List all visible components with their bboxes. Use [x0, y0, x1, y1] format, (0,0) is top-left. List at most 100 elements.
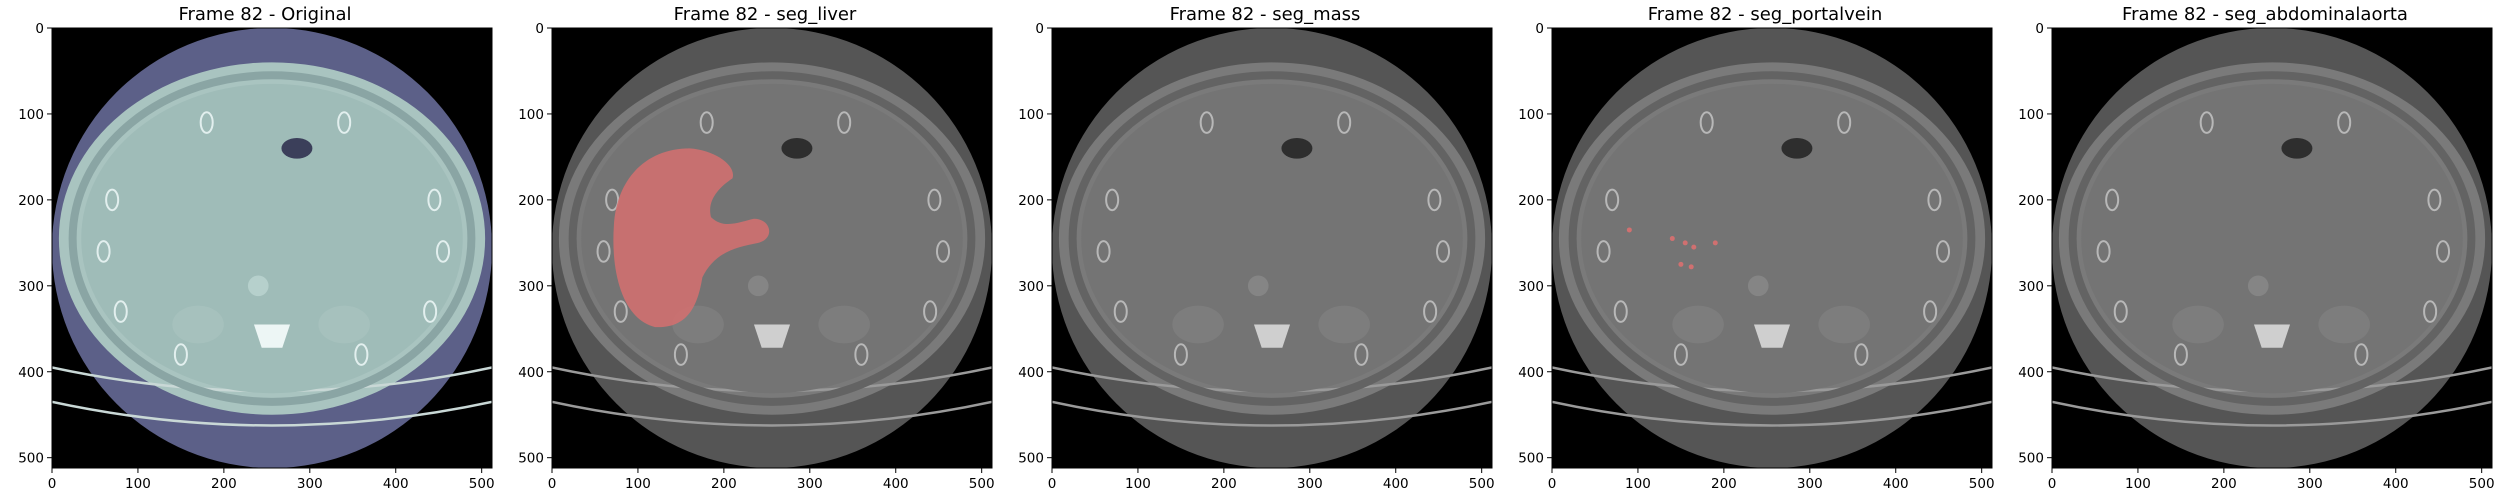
liver-segmentation	[613, 148, 770, 328]
rib	[1423, 300, 1438, 323]
y-tick-label: 0	[35, 21, 44, 37]
panel-seg-liver: 0 100 200 300 400 500 0 100 200 300 400 500 Frame 8…	[518, 0, 1000, 500]
rib	[923, 300, 938, 323]
vertebra	[1253, 324, 1291, 348]
x-tick-label: 100	[1625, 476, 1651, 492]
rib	[1699, 111, 1714, 134]
x-tick-label: 400	[383, 476, 409, 492]
kidney	[2318, 305, 2370, 344]
rib	[1436, 240, 1451, 263]
kidney	[1172, 305, 1224, 344]
x-tick-label: 100	[2125, 476, 2151, 492]
stomach-gas	[1781, 138, 1813, 159]
rib	[1673, 343, 1688, 366]
portalvein-segmentation	[1688, 264, 1694, 270]
y-tick-label: 0	[1535, 21, 1544, 37]
vertebra	[2253, 324, 2291, 348]
rib	[699, 111, 714, 134]
axes-frame	[551, 27, 993, 469]
vertebra	[753, 324, 791, 348]
panel-title: Frame 82 - seg_portalvein	[1647, 4, 1883, 25]
kidney	[172, 305, 224, 344]
rib	[1613, 300, 1628, 323]
y-tick-label: 400	[18, 365, 44, 381]
y-tick-label: 200	[1018, 193, 1044, 209]
rib	[1927, 188, 1942, 212]
panel-title: Frame 82 - seg_liver	[673, 4, 857, 25]
y-tick-label: 500	[1518, 451, 1544, 467]
x-tick-label: 100	[125, 476, 151, 492]
kidney	[1318, 305, 1370, 344]
rib	[337, 111, 352, 134]
x-tick-label: 0	[48, 476, 57, 492]
axes-frame	[1551, 27, 1993, 469]
rib	[673, 343, 688, 366]
rib	[423, 300, 438, 323]
rib	[2427, 188, 2442, 212]
portalvein-segmentation	[1712, 240, 1718, 246]
x-tick-label: 100	[625, 476, 651, 492]
kidney	[1672, 305, 1724, 344]
y-tick-label: 100	[1018, 107, 1044, 123]
stomach-gas	[1281, 138, 1313, 159]
ct-image	[52, 28, 492, 468]
rib	[837, 111, 852, 134]
rib	[1354, 343, 1369, 366]
panel-title: Frame 82 - Original	[178, 4, 352, 25]
rib	[1096, 240, 1111, 263]
x-tick-label: 300	[2297, 476, 2323, 492]
aorta	[1747, 275, 1769, 297]
y-tick-label: 500	[18, 451, 44, 467]
x-tick-label: 300	[797, 476, 823, 492]
x-tick-label: 0	[1048, 476, 1057, 492]
y-tick-label: 500	[518, 451, 544, 467]
rib	[1854, 343, 1869, 366]
rib	[1199, 111, 1214, 134]
kidney	[318, 305, 370, 344]
rib	[2436, 240, 2451, 263]
x-tick-label: 0	[548, 476, 557, 492]
x-tick-label: 200	[1211, 476, 1237, 492]
scanner-table-line	[52, 400, 492, 427]
scanner-table-line	[1052, 400, 1492, 427]
x-tick-label: 200	[1711, 476, 1737, 492]
x-tick-label: 300	[1797, 476, 1823, 492]
kidney	[818, 305, 870, 344]
y-tick-label: 300	[1018, 279, 1044, 295]
x-tick-label: 0	[2048, 476, 2057, 492]
panel-seg-mass: 0 100 200 300 400 500 0 100 200 300 400 500 Frame 8…	[1018, 0, 1500, 500]
rib	[596, 240, 611, 263]
portalvein-segmentation	[1682, 240, 1688, 246]
y-tick-label: 300	[1518, 279, 1544, 295]
y-tick-label: 100	[1518, 107, 1544, 123]
x-tick-label: 200	[711, 476, 737, 492]
x-tick-label: 400	[2383, 476, 2409, 492]
y-tick-label: 100	[2018, 107, 2044, 123]
rib	[936, 240, 951, 263]
x-tick-label: 300	[1297, 476, 1323, 492]
fat-layer	[1568, 71, 1976, 406]
x-tick-label: 500	[469, 476, 495, 492]
panel-seg-portalvein: 0 100 200 300 400 500 0 100 200 300 400 500 Frame 8…	[1518, 0, 2000, 500]
portalvein-segmentation	[1691, 244, 1697, 250]
vertebra	[253, 324, 291, 348]
stomach-gas	[281, 138, 313, 159]
rib	[2354, 343, 2369, 366]
kidney	[1818, 305, 1870, 344]
ct-image	[2052, 28, 2492, 468]
rib	[2423, 300, 2438, 323]
rib	[2113, 300, 2128, 323]
x-tick-label: 200	[211, 476, 237, 492]
x-tick-label: 300	[297, 476, 323, 492]
rib	[927, 188, 942, 212]
y-tick-label: 400	[518, 365, 544, 381]
ct-image	[1052, 28, 1492, 468]
y-tick-label: 200	[18, 193, 44, 209]
axes-frame	[1051, 27, 1493, 469]
vertebra	[1753, 324, 1791, 348]
aorta	[747, 275, 769, 297]
